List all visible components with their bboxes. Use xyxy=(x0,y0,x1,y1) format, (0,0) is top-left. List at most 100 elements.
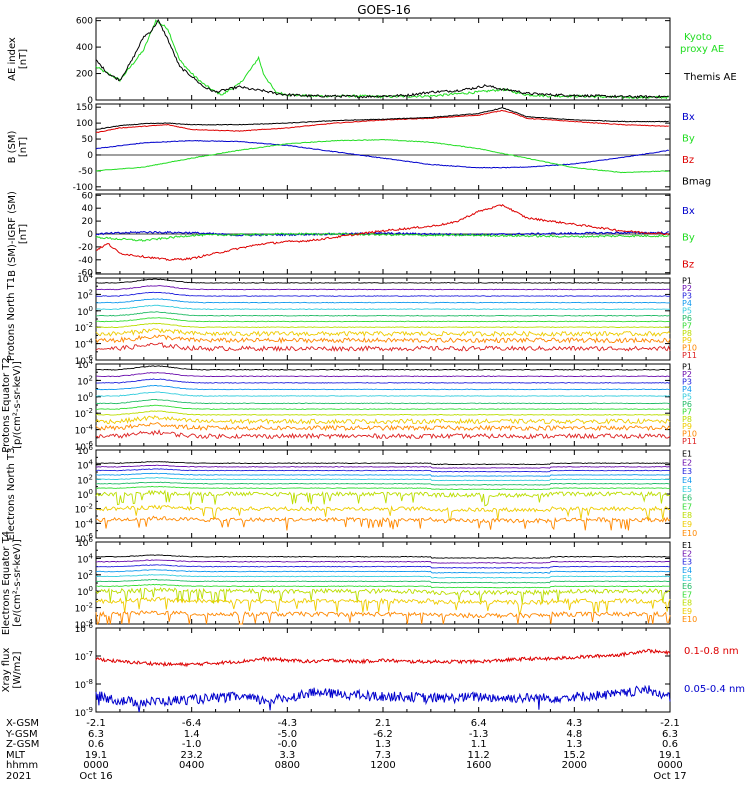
legend-entry: P9 xyxy=(682,422,692,431)
y-tick-label: 104 xyxy=(77,272,93,285)
y-axis-label: AE index[nT] xyxy=(7,37,29,81)
cell: -1.3 xyxy=(469,729,489,740)
channel-line xyxy=(95,291,671,297)
y-tick-label: 60 xyxy=(82,191,94,201)
cell: Oct 17 xyxy=(653,771,686,782)
legend-entry: E1 xyxy=(682,541,692,550)
legend-entry: P8 xyxy=(682,415,692,424)
legend-entry: E10 xyxy=(682,529,697,538)
y-axis-label: B (SM)[nT] xyxy=(7,130,29,163)
legend-entry: P9 xyxy=(682,336,692,345)
legend-entry: E10 xyxy=(682,615,697,624)
y-tick-label: 40 xyxy=(82,204,94,214)
channel-line xyxy=(95,586,671,605)
legend-entry: P10 xyxy=(682,344,697,353)
legend-entry: P2 xyxy=(682,370,692,379)
legend-entry: P10 xyxy=(682,430,697,439)
legend-entry: P11 xyxy=(682,351,697,360)
y-tick-label: 10-2 xyxy=(75,503,93,516)
series-line xyxy=(95,19,670,100)
series-line xyxy=(96,106,669,130)
channel-line xyxy=(96,365,670,371)
y-tick-label: 102 xyxy=(77,374,93,387)
y-tick-label: 104 xyxy=(77,459,93,472)
legend-entry: E7 xyxy=(682,590,692,599)
cell: 2.1 xyxy=(375,718,391,729)
legend-entry: Bz xyxy=(682,259,694,270)
legend-entry: 0.1-0.8 nm xyxy=(684,646,739,657)
legend-entry: E9 xyxy=(682,607,692,616)
cell: 0000 xyxy=(83,760,108,771)
cell: 1.3 xyxy=(566,739,582,750)
y-tick-label: 104 xyxy=(77,552,93,565)
y-tick-label: 10-4 xyxy=(75,618,94,631)
legend-entry: E5 xyxy=(682,485,692,494)
channel-line xyxy=(95,468,670,473)
legend-entry: E3 xyxy=(682,467,692,476)
y-tick-label: -60 xyxy=(78,269,93,279)
legend-entry: P6 xyxy=(682,314,692,323)
y-tick-label: -20 xyxy=(78,243,93,253)
channel-line xyxy=(95,422,671,432)
channel-line xyxy=(95,596,671,617)
series-line xyxy=(95,109,669,134)
legend-entry: E1 xyxy=(682,450,692,459)
legend-entry: E4 xyxy=(682,566,692,575)
legend-entry: P4 xyxy=(682,299,692,308)
cell: 4.8 xyxy=(566,729,582,740)
channel-line xyxy=(95,278,671,284)
y-tick-label: 106 xyxy=(77,536,93,549)
legend-entry: P8 xyxy=(682,329,692,338)
cell: 0800 xyxy=(275,760,300,771)
series-line xyxy=(95,204,670,261)
channel-line xyxy=(95,304,671,310)
cell: 4.3 xyxy=(566,718,582,729)
y-tick-label: 10-4 xyxy=(75,517,94,530)
legend-entry: P6 xyxy=(682,400,692,409)
y-tick-label: 10-6 xyxy=(75,440,94,453)
cell: 19.1 xyxy=(659,750,681,761)
legend-entry: P2 xyxy=(682,284,692,293)
cell: -2.1 xyxy=(86,718,106,729)
cell: 2000 xyxy=(562,760,587,771)
cell: 23.2 xyxy=(181,750,203,761)
y-tick-label: 100 xyxy=(77,488,93,501)
y-tick-label: 100 xyxy=(77,305,93,318)
panel-frame xyxy=(95,17,671,101)
y-tick-label: 106 xyxy=(77,444,93,457)
panel-8: 10-9 10-8 10-7 10-6 0.1-0.8 nm 0.05-0.4 nm Xra… xyxy=(1,622,745,719)
cell: -6.4 xyxy=(182,718,202,729)
legend-entry: E7 xyxy=(682,502,692,511)
cell: 1.3 xyxy=(375,739,391,750)
channel-line xyxy=(96,583,671,589)
legend-entry: P11 xyxy=(682,437,697,446)
cell: 6.3 xyxy=(662,729,678,740)
channel-line xyxy=(95,569,671,574)
y-tick-label: 10-4 xyxy=(75,338,94,351)
y-tick-label: 200 xyxy=(76,70,93,80)
row-label: hhmm xyxy=(6,760,38,771)
legend-entry: P1 xyxy=(682,363,692,372)
y-tick-label: -50 xyxy=(78,167,93,177)
cell: 0000 xyxy=(657,760,682,771)
legend-entry: E8 xyxy=(682,599,692,608)
y-tick-label: 10-6 xyxy=(75,354,94,367)
channel-line xyxy=(96,564,671,569)
y-tick-label: 102 xyxy=(77,473,93,486)
cell: 6.3 xyxy=(88,729,104,740)
channel-line xyxy=(95,317,671,323)
channel-line xyxy=(95,578,671,584)
cell: 7.3 xyxy=(375,750,391,761)
channel-line xyxy=(95,429,671,440)
channel-line xyxy=(95,372,671,378)
channel-line xyxy=(95,328,671,338)
channel-line xyxy=(95,574,671,579)
legend-entry: E5 xyxy=(682,574,692,583)
legend-entry: E3 xyxy=(682,558,692,567)
y-tick-label: 10-7 xyxy=(75,650,93,663)
y-tick-label: 10-9 xyxy=(75,706,93,719)
channel-line xyxy=(95,404,671,410)
plot-title: GOES-16 xyxy=(357,3,411,17)
